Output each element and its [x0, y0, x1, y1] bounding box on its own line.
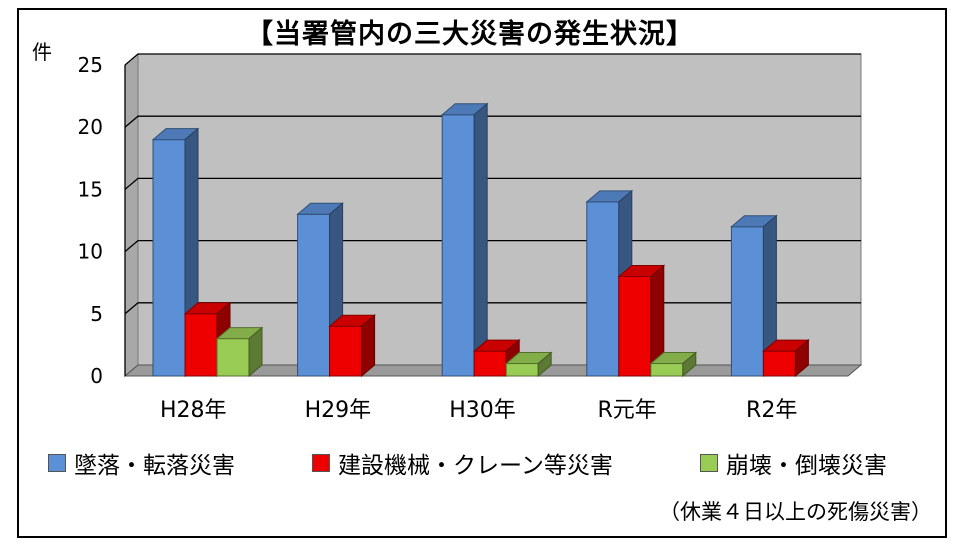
bar-side-0-2	[473, 102, 488, 378]
legend-label-series-1: 建設機械・クレーン等災害	[338, 453, 613, 479]
chart-title: 【当署管内の三大災害の発生状況】	[246, 19, 694, 50]
bar-2-3	[650, 363, 684, 377]
bar-0-4	[730, 226, 764, 377]
bar-side-2-2	[537, 351, 552, 378]
y-tick-label: 20	[78, 115, 103, 139]
bar-0-2	[441, 114, 475, 377]
plot-side-wall	[124, 52, 139, 378]
legend-swatch-series-0	[48, 454, 66, 472]
bar-1-3	[618, 275, 652, 377]
x-tick-label: H29年	[305, 398, 372, 423]
chart-footnote: （休業４日以上の死傷災害）	[659, 500, 932, 524]
bar-0-3	[586, 201, 620, 377]
bar-0-1	[297, 213, 331, 377]
bar-side-1-1	[361, 314, 376, 378]
bar-0-0	[152, 139, 186, 377]
y-axis-unit-label: 件	[32, 40, 52, 64]
legend-swatch-series-2	[700, 454, 718, 472]
legend-label-series-0: 墜落・転落災害	[74, 453, 235, 479]
bar-side-2-3	[682, 351, 697, 378]
gridline	[124, 115, 861, 128]
y-tick-label: 15	[78, 177, 103, 201]
legend-item-series-1: 建設機械・クレーン等災害	[312, 448, 613, 479]
legend-label-series-2: 崩壊・倒壊災害	[726, 453, 887, 479]
bar-2-2	[505, 363, 539, 377]
legend-item-series-0: 墜落・転落災害	[48, 448, 235, 479]
bar-1-2	[473, 350, 507, 377]
x-tick-label: H30年	[449, 398, 516, 423]
legend-swatch-series-1	[312, 454, 330, 472]
bar-side-2-0	[248, 326, 263, 378]
x-tick-label: R2年	[746, 398, 797, 423]
bar-side-1-4	[794, 339, 809, 378]
y-tick-label: 25	[78, 53, 103, 77]
bar-2-0	[216, 338, 250, 377]
y-tick-label: 5	[90, 302, 103, 326]
bar-1-0	[184, 313, 218, 377]
bar-1-1	[329, 325, 363, 377]
gridline	[124, 53, 861, 66]
y-tick-label: 10	[78, 240, 103, 264]
legend-item-series-2: 崩壊・倒壊災害	[700, 448, 887, 479]
x-tick-label: H28年	[160, 398, 227, 423]
y-tick-label: 0	[90, 364, 103, 388]
x-tick-label: R元年	[597, 398, 656, 423]
bar-1-4	[762, 350, 796, 377]
gridline	[124, 177, 861, 190]
